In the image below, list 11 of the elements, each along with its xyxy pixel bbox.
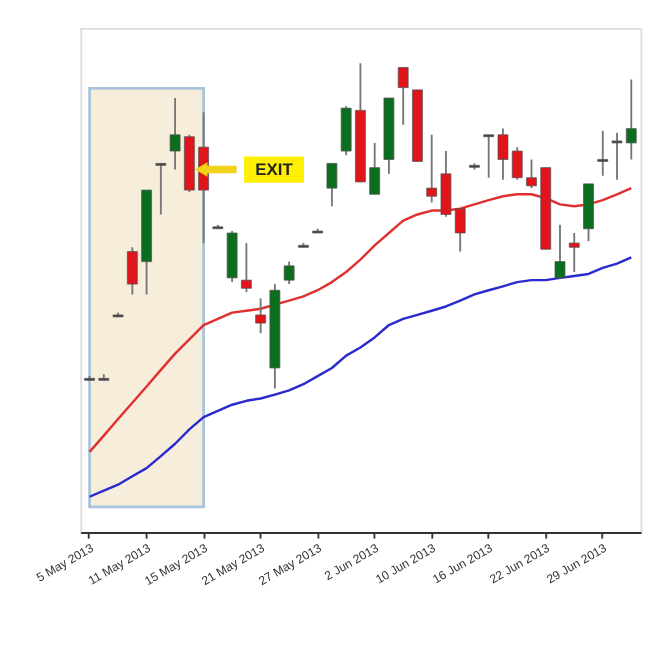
candlestick [226, 230, 238, 284]
annotation: EXIT [255, 159, 295, 180]
candlestick [597, 129, 609, 177]
candlestick [583, 182, 594, 243]
candlestick [241, 242, 252, 294]
candlestick [397, 66, 409, 126]
candlestick [554, 223, 566, 279]
candlestick [283, 260, 295, 285]
candlestick [326, 162, 338, 208]
candlestick [568, 232, 580, 273]
candlestick [155, 162, 167, 216]
